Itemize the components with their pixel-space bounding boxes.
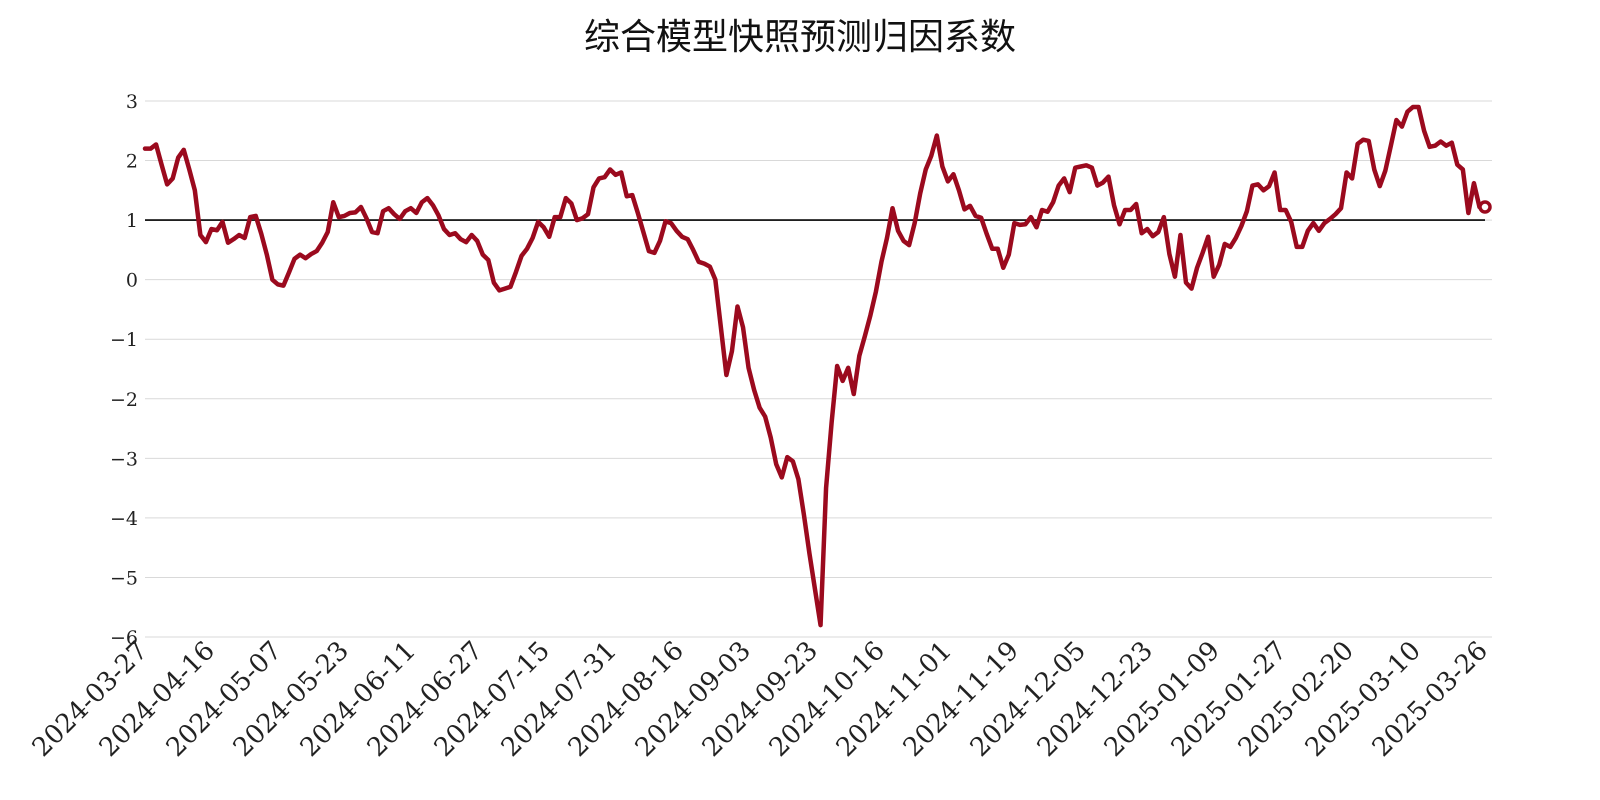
- y-tick-label: −6: [110, 627, 138, 649]
- y-tick-label: 2: [126, 151, 138, 173]
- y-tick-label: −2: [110, 389, 138, 411]
- y-tick-label: 1: [126, 210, 138, 232]
- y-tick-label: 0: [126, 270, 138, 292]
- y-tick-label: −5: [110, 567, 138, 589]
- series-end-marker: [1478, 200, 1492, 214]
- y-tick-label: −4: [110, 508, 138, 530]
- series-line: [142, 104, 1488, 628]
- y-tick-label: 3: [126, 91, 138, 113]
- gridlines: [145, 100, 1492, 638]
- y-tick-label: −3: [110, 448, 138, 470]
- y-axis: 3 2 1 0 −1 −2 −3 −4 −5 −6: [110, 91, 138, 649]
- y-tick-label: −1: [110, 329, 138, 351]
- x-axis: 2024-03-272024-04-162024-05-072024-05-23…: [27, 636, 1494, 763]
- chart-title: 综合模型快照预测归因系数: [583, 17, 1016, 58]
